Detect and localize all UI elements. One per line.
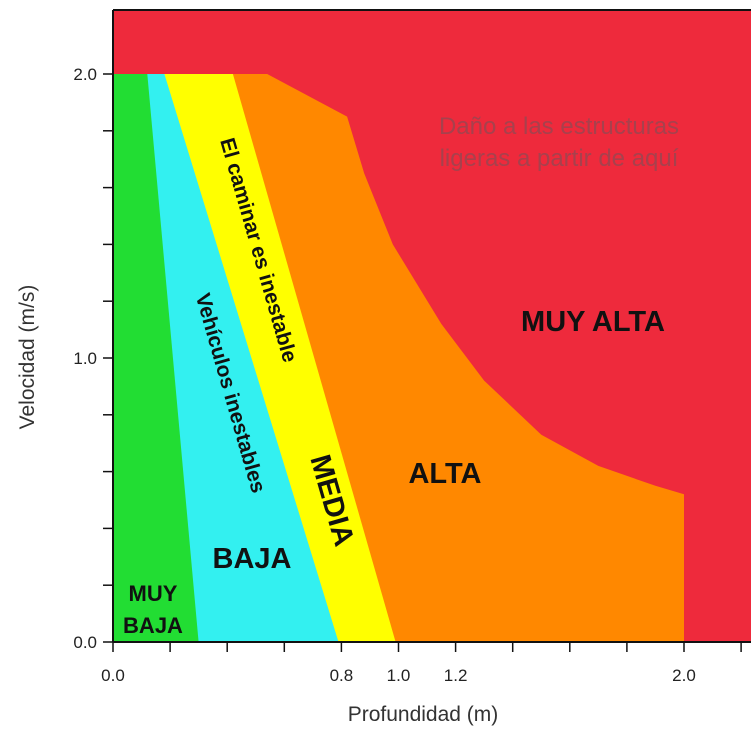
y-axis-label: Velocidad (m/s) [16, 285, 39, 430]
x-tick-label: 1.0 [387, 666, 411, 685]
x-tick-label: 2.0 [672, 666, 696, 685]
zone-muy-baja [113, 74, 199, 642]
label-muy-baja-line1: MUY [129, 581, 178, 606]
x-axis-label: Profundidad (m) [348, 703, 499, 726]
label-baja: BAJA [213, 543, 292, 575]
y-tick-label: 2.0 [73, 65, 97, 84]
x-axis-ticks: 0.0 0.8 1.0 1.2 2.0 [101, 642, 742, 685]
y-tick-label: 0.0 [73, 633, 97, 652]
label-alta: ALTA [408, 458, 481, 490]
label-muy-baja-line2: BAJA [123, 613, 183, 638]
x-tick-label: 0.8 [330, 666, 354, 685]
y-axis-ticks: 0.0 1.0 2.0 [73, 65, 113, 652]
x-tick-label: 1.2 [444, 666, 468, 685]
label-dano-line1: Daño a las estructuras [439, 113, 679, 140]
label-dano-line2: ligeras a partir de aquí [440, 145, 679, 172]
x-tick-label: 0.0 [101, 666, 125, 685]
hazard-zones [113, 74, 684, 642]
y-tick-label: 1.0 [73, 349, 97, 368]
label-muy-alta: MUY ALTA [521, 306, 665, 338]
